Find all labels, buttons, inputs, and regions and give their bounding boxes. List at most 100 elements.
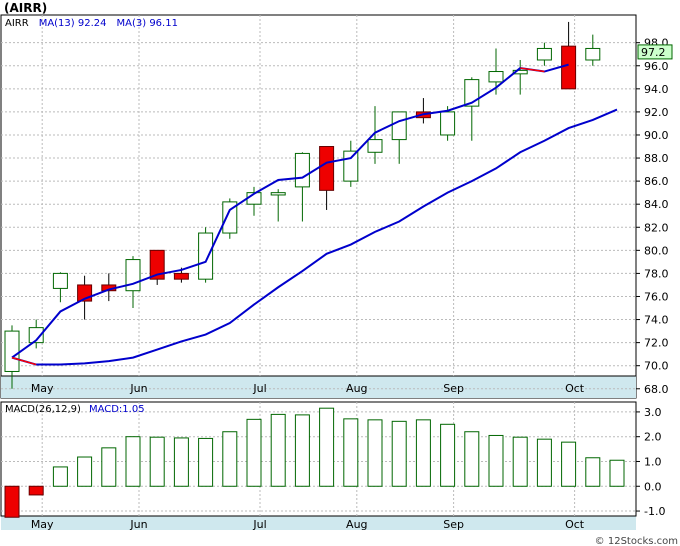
candle-body bbox=[28, 327, 44, 344]
y-tick-label: 74.0 bbox=[644, 314, 669, 327]
y-tick-label: 88.0 bbox=[644, 152, 669, 165]
month-label: May bbox=[31, 382, 54, 395]
month-label: Jul bbox=[252, 518, 266, 531]
legend-ma-fast: MA(3) 96.11 bbox=[117, 18, 178, 29]
candle-body bbox=[198, 232, 214, 280]
last-price-label: 97.2 bbox=[641, 46, 666, 59]
candle-body bbox=[149, 249, 165, 280]
y-tick-label: 96.0 bbox=[644, 60, 669, 73]
macd-bar bbox=[343, 418, 359, 487]
macd-bar bbox=[173, 437, 189, 487]
y-tick-label: 1.0 bbox=[644, 455, 662, 468]
price-panel-frame bbox=[0, 14, 637, 399]
candle-body bbox=[294, 152, 310, 188]
candle-body bbox=[222, 201, 238, 234]
y-tick-label: 0.0 bbox=[644, 480, 662, 493]
macd-bar bbox=[246, 418, 262, 487]
macd-bar bbox=[367, 419, 383, 487]
ma-segment bbox=[11, 356, 37, 366]
macd-legend-label: MACD(26,12,9) bbox=[5, 404, 81, 415]
candle-body bbox=[367, 139, 383, 153]
macd-legend-value: MACD:1.05 bbox=[89, 404, 145, 415]
candle-body bbox=[488, 71, 504, 83]
y-tick-label: 94.0 bbox=[644, 83, 669, 96]
macd-bar bbox=[101, 447, 117, 487]
y-tick-label: -1.0 bbox=[644, 505, 665, 518]
ma-slow-line bbox=[11, 108, 618, 366]
y-tick-label: 92.0 bbox=[644, 106, 669, 119]
macd-bar bbox=[270, 413, 286, 487]
candle-body bbox=[125, 259, 141, 292]
candle-body bbox=[173, 272, 189, 280]
macd-bar bbox=[52, 466, 68, 487]
watermark: © 12Stocks.com bbox=[595, 536, 678, 546]
macd-panel: May Jun Jul Aug Sep Oct -1.0 0.0 1.0 2.0 3.0 MACD(2… bbox=[0, 401, 665, 531]
candle-body bbox=[536, 47, 552, 61]
month-strip bbox=[1, 376, 636, 398]
macd-bar bbox=[149, 436, 165, 487]
macd-bar bbox=[440, 423, 456, 487]
y-tick-label: 82.0 bbox=[644, 221, 669, 234]
candle-body bbox=[440, 111, 456, 136]
month-label: Jun bbox=[129, 382, 147, 395]
month-label: Oct bbox=[565, 518, 585, 531]
price-panel: 68.0 70.0 72.0 74.0 76.0 78.0 80.0 82.0 84.0 86.0… bbox=[0, 14, 673, 399]
y-tick-label: 76.0 bbox=[644, 290, 669, 303]
macd-bar bbox=[536, 438, 552, 487]
y-tick-label: 90.0 bbox=[644, 129, 669, 142]
macd-bar bbox=[415, 419, 431, 487]
month-label: Oct bbox=[565, 382, 585, 395]
macd-bar bbox=[464, 431, 480, 487]
candle-body bbox=[52, 272, 68, 289]
month-label: May bbox=[31, 518, 54, 531]
legend-ma-slow: MA(13) 92.24 bbox=[39, 18, 107, 29]
macd-bar bbox=[488, 434, 504, 487]
month-label: Sep bbox=[443, 382, 464, 395]
macd-bar bbox=[125, 436, 141, 487]
legend-row: AIRR MA(13) 92.24 MA(3) 96.11 bbox=[5, 18, 178, 29]
last-price-box bbox=[637, 44, 673, 60]
y-tick-label: 80.0 bbox=[644, 244, 669, 257]
month-strip bbox=[1, 516, 636, 530]
chart-title: (AIRR) bbox=[4, 1, 47, 15]
y-tick-label: 78.0 bbox=[644, 267, 669, 280]
y-tick-label: 2.0 bbox=[644, 431, 662, 444]
month-label: Jul bbox=[252, 382, 266, 395]
candle-body bbox=[319, 146, 335, 191]
month-label: Jun bbox=[129, 518, 147, 531]
macd-legend: MACD(26,12,9) MACD:1.05 bbox=[5, 404, 145, 415]
macd-bar bbox=[609, 459, 625, 487]
macd-bar bbox=[585, 457, 601, 487]
macd-bar bbox=[28, 485, 44, 496]
candle-body bbox=[270, 192, 286, 196]
month-label: Aug bbox=[346, 382, 367, 395]
y-tick-label: 68.0 bbox=[644, 383, 669, 396]
y-tick-label: 86.0 bbox=[644, 175, 669, 188]
y-tick-label: 70.0 bbox=[644, 360, 669, 373]
candle-body bbox=[343, 150, 359, 182]
candle-body bbox=[391, 111, 407, 141]
ma-fast-line bbox=[11, 63, 569, 359]
macd-bar bbox=[319, 407, 335, 487]
legend-ticker: AIRR bbox=[5, 18, 29, 29]
candle-body bbox=[4, 330, 20, 372]
candle-body bbox=[512, 69, 528, 75]
ma-segment bbox=[520, 67, 545, 73]
y-tick-label: 72.0 bbox=[644, 337, 669, 350]
candle-body bbox=[561, 45, 577, 90]
macd-bar bbox=[294, 414, 310, 487]
macd-bar bbox=[77, 456, 93, 487]
macd-bar bbox=[198, 437, 214, 487]
month-label: Sep bbox=[443, 518, 464, 531]
candle-body bbox=[585, 47, 601, 61]
month-label: Aug bbox=[346, 518, 367, 531]
macd-bar bbox=[391, 420, 407, 487]
macd-bar bbox=[4, 485, 20, 518]
macd-bar bbox=[512, 436, 528, 487]
y-tick-label: 84.0 bbox=[644, 198, 669, 211]
y-tick-label: 3.0 bbox=[644, 406, 662, 419]
macd-bar bbox=[222, 431, 238, 487]
macd-bar bbox=[561, 441, 577, 487]
